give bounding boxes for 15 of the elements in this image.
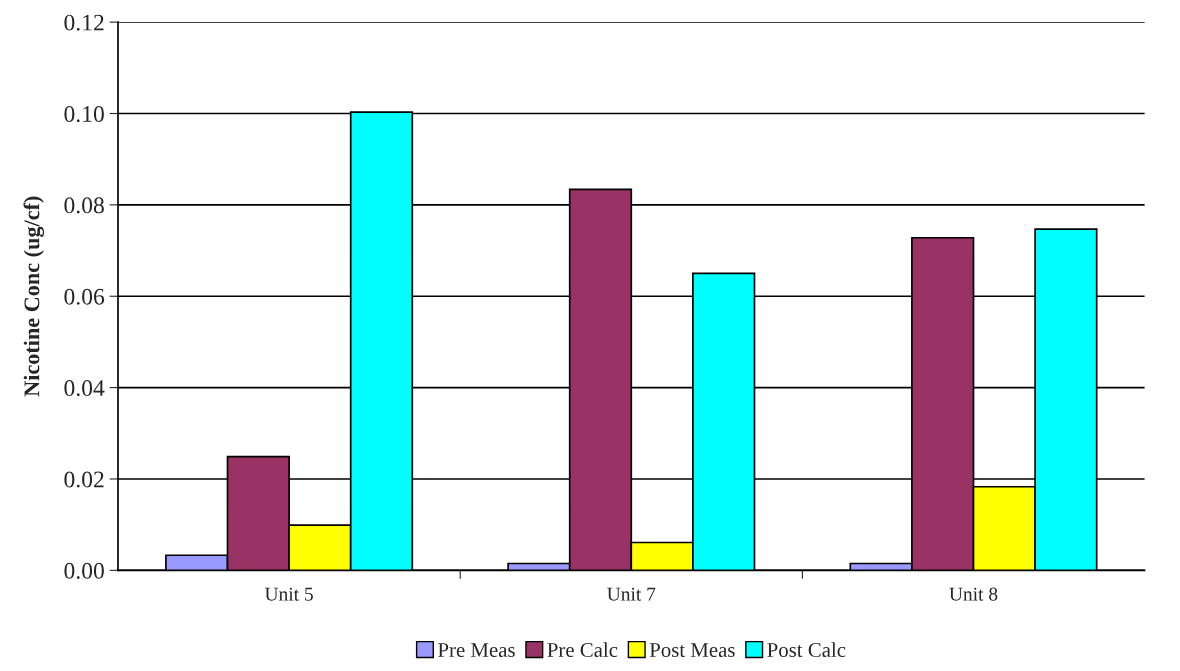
y-axis-title: Nicotine Conc (ug/cf) xyxy=(23,196,45,397)
y-tick-label: 0.00 xyxy=(64,562,104,579)
y-tick-label: 0.04 xyxy=(64,380,105,397)
x-tick-label: Unit 7 xyxy=(607,587,656,601)
y-tick-label: 0.10 xyxy=(64,106,104,123)
y-tick-label: 0.06 xyxy=(64,288,105,305)
y-tick-label: 0.02 xyxy=(64,471,104,488)
legend-label: Post Meas xyxy=(649,643,735,658)
legend-label: Pre Meas xyxy=(438,643,515,658)
x-tick-label: Unit 5 xyxy=(264,587,313,601)
legend-label: Pre Calc xyxy=(547,642,618,658)
x-tick-label: Unit 8 xyxy=(949,587,998,601)
legend-label: Post Calc xyxy=(767,642,846,658)
y-tick-label: 0.08 xyxy=(64,197,104,214)
y-tick-label: 0.12 xyxy=(64,14,104,31)
